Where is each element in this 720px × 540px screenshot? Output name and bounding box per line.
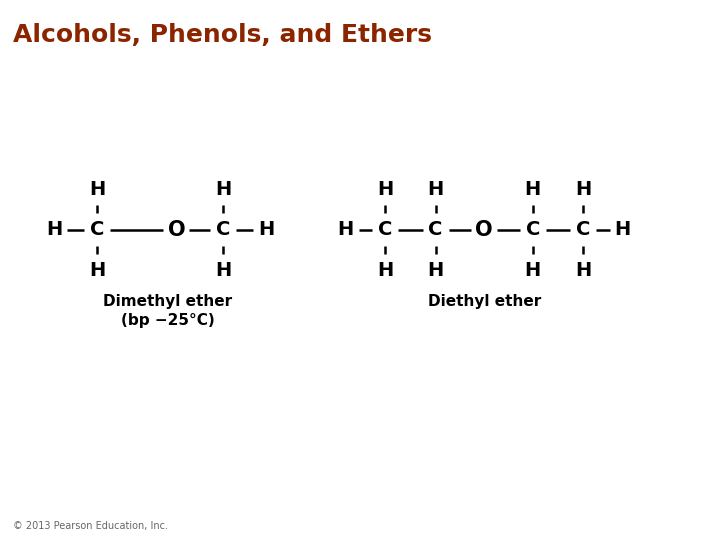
Text: H: H [89, 179, 105, 199]
Text: H: H [428, 260, 444, 280]
Text: H: H [525, 260, 541, 280]
Text: H: H [575, 260, 591, 280]
Text: H: H [615, 220, 631, 239]
Text: C: C [90, 220, 104, 239]
Text: O: O [168, 219, 185, 240]
Text: H: H [46, 220, 62, 239]
Text: H: H [377, 179, 393, 199]
Text: H: H [377, 260, 393, 280]
Text: © 2013 Pearson Education, Inc.: © 2013 Pearson Education, Inc. [13, 522, 168, 531]
Text: Dimethyl ether: Dimethyl ether [103, 294, 232, 309]
Text: H: H [338, 220, 354, 239]
Text: (bp −25°C): (bp −25°C) [120, 313, 215, 328]
Text: H: H [525, 179, 541, 199]
Text: H: H [428, 179, 444, 199]
Text: C: C [216, 220, 230, 239]
Text: H: H [258, 220, 274, 239]
Text: C: C [378, 220, 392, 239]
Text: O: O [475, 219, 492, 240]
Text: Alcohols, Phenols, and Ethers: Alcohols, Phenols, and Ethers [13, 23, 432, 47]
Text: Diethyl ether: Diethyl ether [428, 294, 541, 309]
Text: H: H [215, 260, 231, 280]
Text: H: H [89, 260, 105, 280]
Text: H: H [215, 179, 231, 199]
Text: H: H [575, 179, 591, 199]
Text: C: C [576, 220, 590, 239]
Text: C: C [526, 220, 540, 239]
Text: C: C [428, 220, 443, 239]
